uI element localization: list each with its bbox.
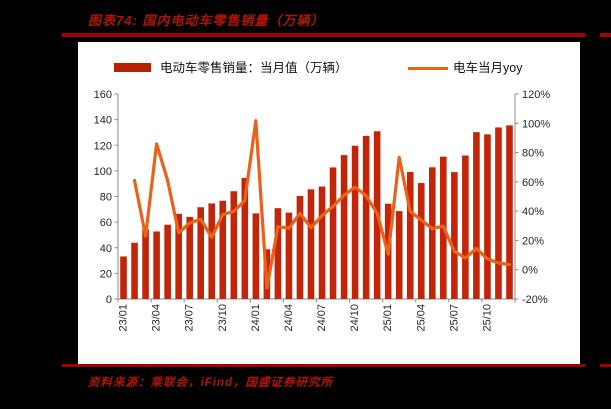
figure-title: 图表74: 国内电动车零售销量（万辆） <box>88 13 325 28</box>
svg-text:24/04: 24/04 <box>283 304 295 332</box>
ev-sales-chart: 0 20 40 60 80 100 120 140 160 -20% 0% 20% 40% 60% 80% 1… <box>94 89 551 332</box>
svg-text:0: 0 <box>106 294 112 306</box>
svg-text:120%: 120% <box>522 89 550 101</box>
adjacent-figure-footer-rule <box>600 364 611 367</box>
svg-text:23/01: 23/01 <box>118 304 130 332</box>
svg-text:160: 160 <box>94 89 112 101</box>
svg-text:60%: 60% <box>522 177 544 189</box>
chart-panel: 电动车零售销量：当月值（万辆） 电车当月yoy 0 20 40 60 80 100 120 1… <box>78 42 580 364</box>
svg-text:23/07: 23/07 <box>184 304 196 332</box>
svg-text:100%: 100% <box>522 118 550 130</box>
footer-rule <box>62 364 585 367</box>
title-rule <box>62 33 585 37</box>
svg-text:-20%: -20% <box>522 294 548 306</box>
svg-text:80: 80 <box>100 192 112 204</box>
svg-text:23/10: 23/10 <box>217 304 229 332</box>
svg-text:25/10: 25/10 <box>481 304 493 332</box>
svg-text:25/04: 25/04 <box>415 304 427 332</box>
svg-text:20%: 20% <box>522 235 544 247</box>
legend-bar-swatch <box>114 63 151 72</box>
svg-text:25/01: 25/01 <box>382 304 394 332</box>
svg-text:24/10: 24/10 <box>349 304 361 332</box>
svg-text:0%: 0% <box>522 265 538 277</box>
svg-text:24/07: 24/07 <box>316 304 328 332</box>
svg-text:40%: 40% <box>522 206 544 218</box>
source-note: 资料来源：乘联会，iFind，国盛证券研究所 <box>88 377 333 389</box>
legend-line-swatch <box>408 66 448 70</box>
adjacent-figure-title-rule <box>600 33 611 37</box>
svg-text:40: 40 <box>100 243 112 255</box>
legend-bar-label: 电动车零售销量：当月值（万辆） <box>160 61 348 75</box>
svg-text:25/07: 25/07 <box>448 304 460 332</box>
svg-text:24/01: 24/01 <box>250 304 262 332</box>
svg-text:60: 60 <box>100 217 112 229</box>
svg-text:23/04: 23/04 <box>151 304 163 332</box>
svg-text:80%: 80% <box>522 148 544 160</box>
svg-text:100: 100 <box>94 166 112 178</box>
svg-text:140: 140 <box>94 115 112 127</box>
svg-text:120: 120 <box>94 140 112 152</box>
legend-line-label: 电车当月yoy <box>453 61 523 75</box>
svg-text:20: 20 <box>100 268 112 280</box>
